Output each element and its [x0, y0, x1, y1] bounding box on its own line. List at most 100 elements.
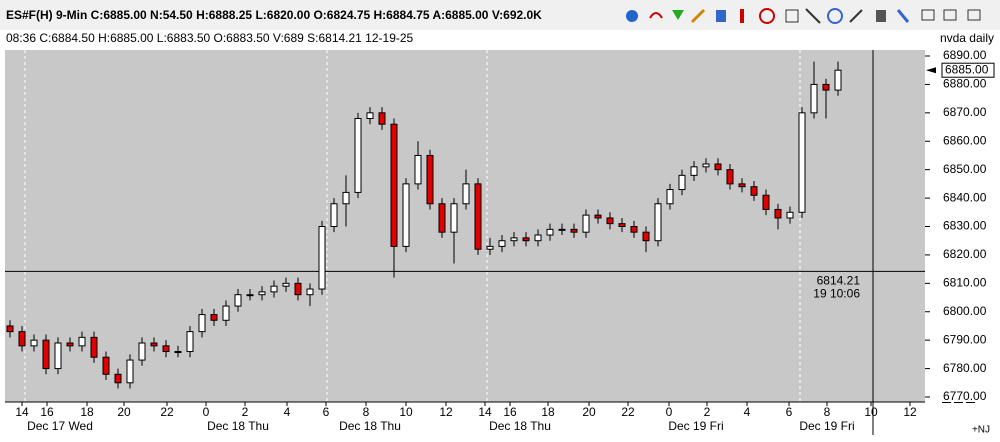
toolbar-icons: [626, 8, 981, 24]
plot-area: [5, 50, 925, 402]
candle-body: [834, 69, 842, 91]
y-tick-label: 6800.00: [943, 304, 987, 318]
y-axis-panel: [925, 50, 1000, 402]
candle-body: [642, 231, 650, 242]
candle-body: [354, 118, 362, 193]
candle-body: [786, 211, 794, 219]
x-tick-label: 4: [284, 405, 291, 419]
candle-body: [486, 245, 494, 250]
candle-body: [282, 282, 290, 287]
x-tick-label: 22: [160, 405, 174, 419]
x-tick-label: 12: [903, 405, 917, 419]
x-tick-label: 6: [786, 405, 793, 419]
candle-body: [138, 342, 146, 361]
candle-body: [198, 314, 206, 333]
y-tick-label: 6820.00: [943, 247, 987, 261]
candle-body: [438, 203, 446, 233]
y-tick-label: 6850.00: [943, 162, 987, 176]
candle-body: [54, 342, 62, 370]
x-tick-label: 4: [744, 405, 751, 419]
x-tick-label: 22: [621, 405, 635, 419]
candle-body: [666, 189, 674, 205]
x-tick-label: 12: [439, 405, 453, 419]
crosshair-time: 19 10:06: [813, 287, 860, 301]
candle-body: [378, 112, 386, 125]
crosshair-price: 6814.21: [817, 274, 861, 288]
x-tick-label: 10: [399, 405, 413, 419]
candle-body: [402, 183, 410, 247]
candle-body: [234, 294, 242, 307]
y-tick-label: 6870.00: [943, 105, 987, 119]
x-tick-label: 16: [503, 405, 517, 419]
candle-body: [42, 339, 50, 370]
candle-body: [126, 359, 134, 384]
x-tick-label: 20: [582, 405, 596, 419]
candle-body: [630, 226, 638, 233]
date-label: Dec 18 Thu: [339, 419, 401, 433]
x-tick-label: 18: [80, 405, 94, 419]
x-tick-label: 2: [242, 405, 249, 419]
candle-body: [678, 174, 686, 191]
y-tick-label: 6780.00: [943, 361, 987, 375]
candle-body: [810, 83, 818, 114]
candle-body: [462, 183, 470, 205]
candle-body: [738, 183, 746, 188]
candle-body: [186, 331, 194, 353]
y-tick-label: 6840.00: [943, 190, 987, 204]
candle-body: [618, 223, 626, 228]
session-lines: [24, 50, 801, 402]
candle-body: [726, 169, 734, 185]
candle-body: [114, 373, 122, 384]
x-tick-label: 8: [363, 405, 370, 419]
y-tick-label: 6860.00: [943, 133, 987, 147]
candle-body: [690, 166, 698, 176]
study-label: nvda daily: [940, 31, 994, 45]
quote-line: ES#F(H) 9-Min C:6885.00 N:54.50 H:6888.2…: [6, 8, 542, 22]
candle-body: [318, 226, 326, 290]
candle-body: [162, 345, 170, 353]
y-tick-label: 6880.00: [943, 77, 987, 91]
candle-body: [522, 237, 530, 242]
date-label: Dec 19 Fri: [668, 419, 723, 433]
candle-body: [222, 305, 230, 321]
candle-body: [654, 203, 662, 242]
candle-body: [6, 325, 14, 333]
candle-body: [150, 342, 158, 347]
x-tick-label: 0: [666, 405, 673, 419]
y-tick-label: 6890.00: [943, 48, 987, 62]
candle-body: [822, 83, 830, 91]
corner-label: +NJ: [972, 425, 990, 436]
candle-body: [582, 214, 590, 233]
candle-body: [78, 336, 86, 347]
toolbar: [0, 0, 1000, 30]
x-tick-label: 20: [117, 405, 131, 419]
candle-body: [558, 228, 566, 231]
candle-body: [426, 154, 434, 205]
date-label: Dec 18 Thu: [489, 419, 551, 433]
candle-body: [30, 339, 38, 347]
candle-body: [510, 237, 518, 242]
candle-body: [294, 282, 302, 296]
candle-body: [258, 291, 266, 296]
candle-body: [306, 288, 314, 296]
candle-body: [594, 214, 602, 219]
x-tick-label: 14: [15, 405, 29, 419]
candle-body: [546, 228, 554, 236]
candle-body: [102, 356, 110, 375]
y-tick-label: 6810.00: [943, 276, 987, 290]
x-tick-label: 6: [323, 405, 330, 419]
candle-body: [390, 123, 398, 247]
candle-body: [342, 191, 350, 205]
x-tick-label: 14: [478, 405, 492, 419]
candle-body: [366, 112, 374, 120]
candle-body: [714, 163, 722, 171]
candle-body: [750, 186, 758, 196]
candle-body: [570, 228, 578, 233]
candle-body: [18, 331, 26, 347]
x-tick-label: 10: [864, 405, 878, 419]
x-tick-label: 2: [704, 405, 711, 419]
candle-body: [762, 194, 770, 210]
y-tick-label: 6790.00: [943, 332, 987, 346]
